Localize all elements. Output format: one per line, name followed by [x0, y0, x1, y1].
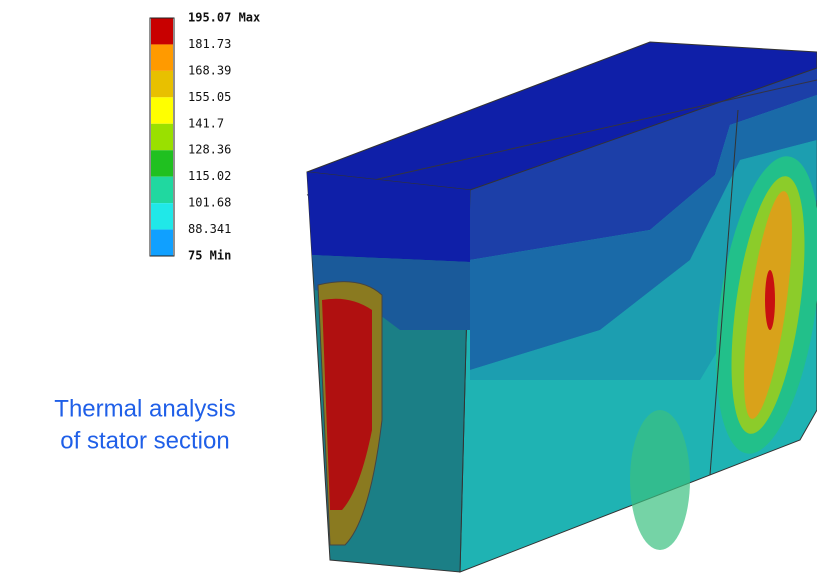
caption-line: of stator section [60, 427, 229, 454]
figure: 195.07 Max 181.73 168.39 155.05 141.7 128.36 1… [0, 0, 817, 574]
legend-label: 88.341 [188, 222, 231, 236]
legend-swatch [151, 150, 173, 176]
legend-label: 101.68 [188, 196, 231, 210]
legend-swatch [151, 71, 173, 97]
hot-zone [630, 410, 690, 550]
caption-line: Thermal analysis [54, 395, 235, 422]
legend-swatch [151, 97, 173, 123]
legend-swatch [151, 177, 173, 203]
legend-label: 115.02 [188, 169, 231, 183]
legend-label: 141.7 [188, 116, 224, 130]
legend-swatch [151, 44, 173, 70]
legend-label: 168.39 [188, 63, 231, 77]
stator-model [307, 42, 817, 572]
legend-label: 75 Min [188, 249, 231, 263]
legend-swatch [151, 203, 173, 229]
legend-swatch [151, 18, 173, 44]
legend-swatch [151, 124, 173, 150]
legend-label: 128.36 [188, 143, 231, 157]
legend-label: 155.05 [188, 90, 231, 104]
page: 195.07 Max 181.73 168.39 155.05 141.7 128.36 1… [0, 0, 817, 574]
legend: 195.07 Max 181.73 168.39 155.05 141.7 128.36 1… [150, 11, 260, 263]
hot-zone [765, 270, 775, 330]
legend-label: 181.73 [188, 37, 231, 51]
legend-label: 195.07 Max [188, 11, 260, 25]
legend-swatch [151, 230, 173, 256]
